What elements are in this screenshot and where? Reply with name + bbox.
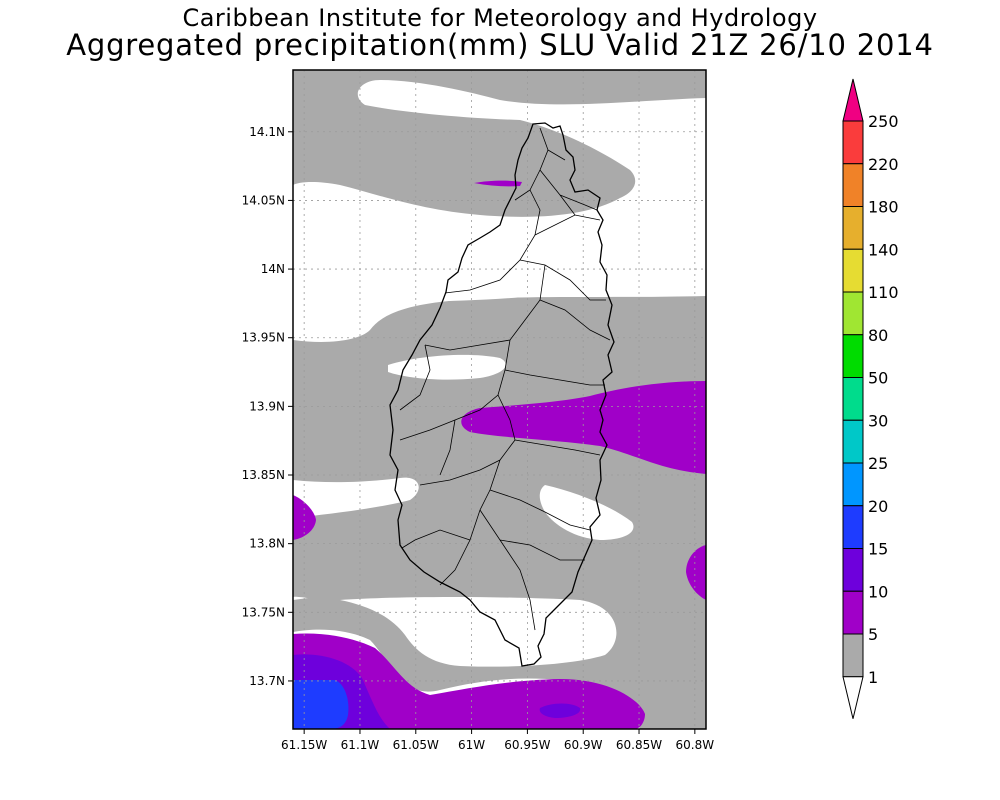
- colorbar-label-250: 250: [868, 112, 899, 131]
- plot-frame: [292, 69, 707, 730]
- y-tick-label-0: 14.1N: [249, 125, 285, 139]
- no-precip-area-south: [340, 597, 617, 667]
- x-tick-label-5: 60.9W: [564, 738, 603, 752]
- colorbar-label-180: 180: [868, 198, 899, 217]
- precip-field: [293, 70, 706, 729]
- colorbar-swatch-1: [842, 633, 864, 678]
- precip-area-10-15mm-south: [539, 703, 581, 718]
- y-tick-label-3: 13.95N: [242, 331, 285, 345]
- colorbar-label-30: 30: [868, 411, 888, 430]
- x-tick-label-7: 60.8W: [676, 738, 715, 752]
- y-tick-label-6: 13.8N: [249, 537, 285, 551]
- colorbar-swatch-10: [842, 548, 864, 592]
- colorbar-swatch-50: [842, 334, 864, 378]
- y-tick-label-1: 14.05N: [242, 193, 285, 207]
- no-precip-area-north: [318, 215, 594, 302]
- no-precip-area-center-west: [388, 354, 506, 380]
- y-tick-label-8: 13.7N: [249, 674, 285, 688]
- colorbar-swatch-15: [842, 505, 864, 549]
- colorbar-label-10: 10: [868, 582, 888, 601]
- colorbar-swatch-220: [842, 120, 864, 165]
- colorbar-label-140: 140: [868, 240, 899, 259]
- colorbar-swatch-80: [842, 291, 864, 336]
- colorbar-label-5: 5: [868, 625, 878, 644]
- no-precip-area-center-east: [539, 485, 634, 540]
- no-precip-area-west-gap: [293, 477, 419, 518]
- y-tick-label-7: 13.75N: [242, 605, 285, 619]
- precip-area-15-20mm-southwest: [293, 680, 349, 729]
- saint-lucia-outline: [389, 122, 615, 667]
- x-tick-label-4: 60.95W: [504, 738, 550, 752]
- precip-area-5-10mm-east: [461, 381, 706, 474]
- precip-area-5-10mm-east-edge: [686, 545, 706, 600]
- colorbar-swatch-110: [842, 248, 864, 293]
- colorbar-swatch-30: [842, 377, 864, 421]
- x-tick-label-3: 61W: [458, 738, 485, 752]
- x-tick-label-1: 61.1W: [341, 738, 380, 752]
- colorbar-swatch-20: [842, 462, 864, 507]
- precip-area-1-5mm-southwest: [293, 497, 431, 568]
- colorbar-arrow-min: [842, 676, 864, 719]
- colorbar-swatch-180: [842, 163, 864, 207]
- gridlines: [293, 70, 706, 729]
- colorbar-label-20: 20: [868, 497, 888, 516]
- colorbar-label-25: 25: [868, 454, 888, 473]
- colorbar-swatch-140: [842, 206, 864, 250]
- colorbar-label-1: 1: [868, 668, 878, 687]
- colorbar-label-50: 50: [868, 369, 888, 388]
- precip-area-5-10mm-north-sliver: [474, 180, 522, 187]
- colorbar-label-110: 110: [868, 283, 899, 302]
- precip-area-5-10mm-west-edge: [293, 495, 316, 540]
- y-tick-label-5: 13.85N: [242, 468, 285, 482]
- parish-boundaries: [399, 127, 611, 631]
- map-title: Aggregated precipitation(mm) SLU Valid 2…: [66, 28, 934, 62]
- colorbar-arrow-max: [842, 78, 864, 122]
- y-tick-label-4: 13.9N: [249, 399, 285, 413]
- precip-area-1-5mm-north: [293, 70, 706, 217]
- precip-area-1-5mm-west: [293, 425, 401, 482]
- longitude-axis: 61.15W 61.1W 61.05W 61W 60.95W 60.9W 60.85W 60.…: [281, 729, 714, 752]
- x-tick-label-0: 61.15W: [281, 738, 327, 752]
- colorbar-swatch-5: [842, 590, 864, 635]
- colorbar-swatch-25: [842, 419, 864, 464]
- institute-title: Caribbean Institute for Meteorology and …: [182, 4, 818, 32]
- x-tick-label-6: 60.85W: [616, 738, 662, 752]
- x-tick-label-2: 61.05W: [393, 738, 439, 752]
- coastline: [389, 122, 615, 667]
- latitude-axis: 14.1N 14.05N 14N 13.95N 13.9N 13.85N 13.8N 13.7…: [242, 125, 293, 688]
- colorbar-label-80: 80: [868, 326, 888, 345]
- y-tick-label-2: 14N: [261, 262, 285, 276]
- colorbar-label-220: 220: [868, 155, 899, 174]
- colorbar-label-15: 15: [868, 540, 888, 559]
